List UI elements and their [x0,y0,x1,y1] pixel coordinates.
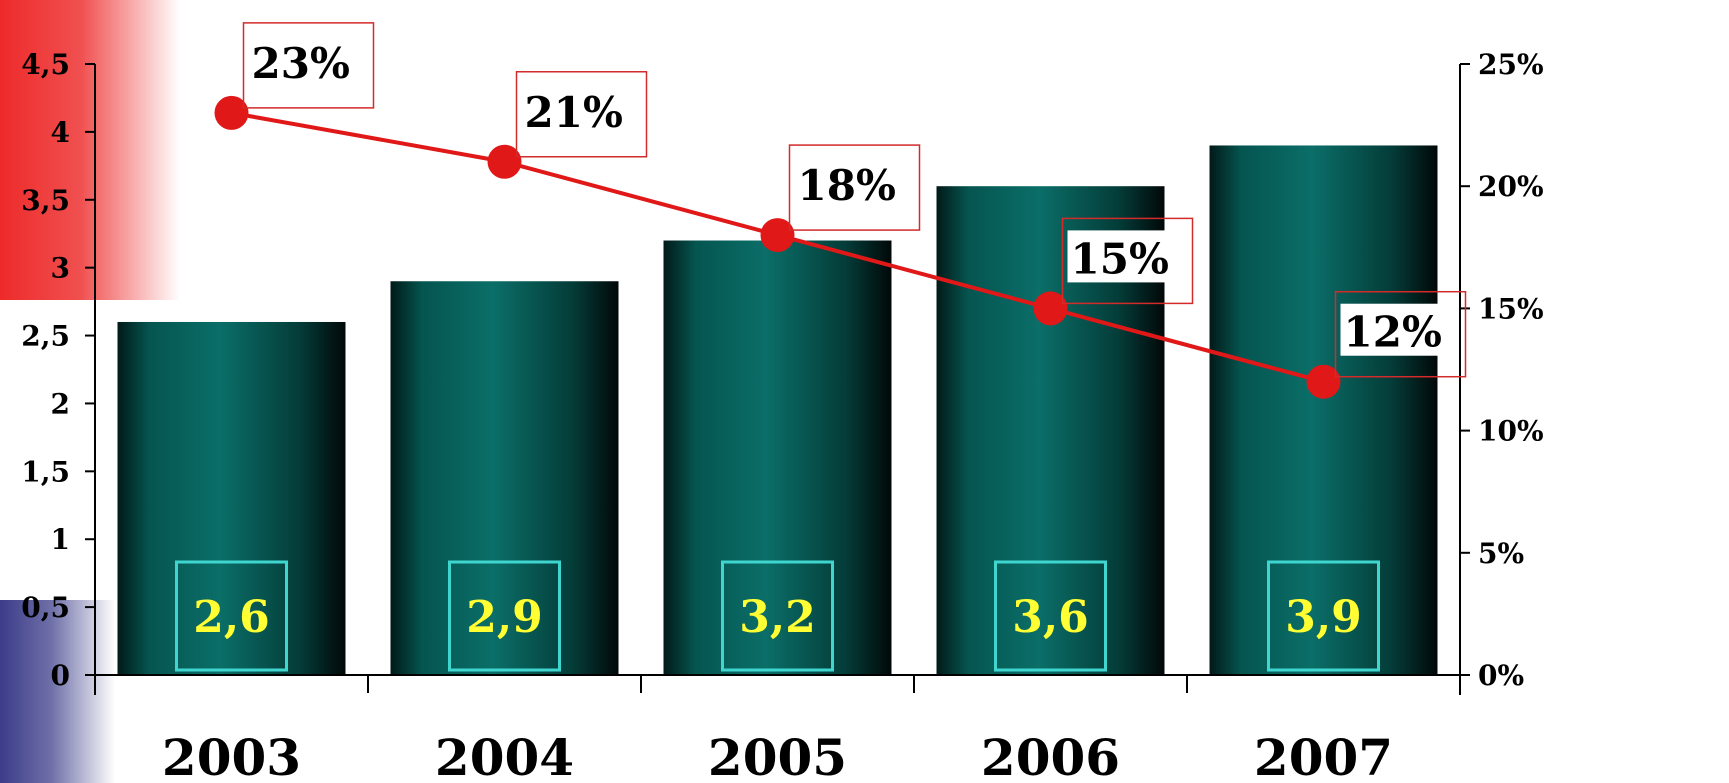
left-tick-label: 1 [51,523,70,556]
line-point-2005 [760,218,795,253]
value-box-2005 [721,560,834,672]
left-tick-label: 0,5 [21,591,70,624]
right-tick-label: 5% [1478,537,1524,570]
value-box-2006 [994,560,1107,672]
left-tick-label: 4,5 [21,48,70,81]
bar-2007 [1209,145,1438,675]
x-tick-label: 2005 [708,728,847,783]
bar-2003 [117,321,346,675]
left-tick-label: 1,5 [21,455,70,488]
percent-label-bg [248,34,365,87]
bar-2004 [390,281,619,675]
x-tick-label: 2007 [1254,728,1393,783]
left-tick-label: 3,5 [21,184,70,217]
left-tick-label: 3 [51,252,70,285]
percent-label: 15% [1071,234,1169,283]
line-point-2003 [214,95,249,130]
line-point-2006 [1033,291,1068,326]
bar-value-label: 3,9 [1285,592,1362,643]
x-tick-label: 2003 [162,728,301,783]
percent-label-bg [1340,303,1457,356]
value-box-2003 [175,560,288,672]
left-tick-label: 0 [51,659,70,692]
right-tick-label: 15% [1478,292,1544,325]
bar-value-label: 3,6 [1012,592,1089,643]
red-corner-decoration [0,0,180,300]
percent-label: 23% [252,39,350,88]
percent-label-box [1061,217,1194,305]
right-tick-label: 0% [1478,659,1524,692]
bar-value-label: 3,2 [739,592,816,643]
percent-label-bg [521,83,638,136]
percent-label-box [788,144,921,231]
percent-label-box [1334,290,1467,378]
line-point-2007 [1306,364,1341,399]
bar-2005 [663,240,892,675]
line-point-2004 [487,144,522,179]
percent-label: 18% [798,161,896,210]
right-tick-label: 10% [1478,415,1544,448]
percent-label-box [242,22,375,109]
percent-label: 12% [1344,308,1442,357]
value-box-2007 [1267,560,1380,672]
left-tick-label: 4 [51,116,70,149]
right-tick-label: 25% [1478,48,1544,81]
left-tick-label: 2 [51,387,70,420]
x-tick-label: 2006 [981,728,1120,783]
value-box-2004 [448,560,561,672]
bar-value-label: 2,9 [466,592,543,643]
right-tick-label: 20% [1478,170,1544,203]
percent-label-bg [1067,230,1184,283]
percent-label-bg [794,157,911,210]
x-tick-label: 2004 [435,728,574,783]
left-tick-label: 2,5 [21,320,70,353]
percent-label-box [515,71,648,158]
bar-value-label: 2,6 [193,592,270,643]
percent-label: 21% [525,88,623,137]
